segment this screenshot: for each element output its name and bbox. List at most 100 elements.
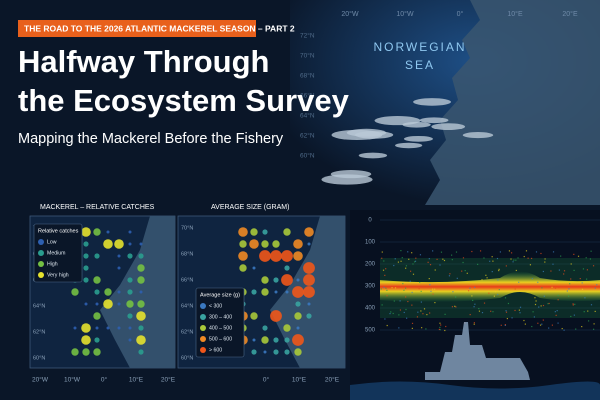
lon-label: 10°E bbox=[507, 10, 523, 18]
echo-speck bbox=[519, 312, 521, 314]
lat-label: 62°N bbox=[33, 329, 45, 335]
lat-label: 64°N bbox=[300, 112, 315, 120]
echo-speck bbox=[450, 254, 453, 256]
map-dot bbox=[138, 349, 144, 355]
echo-speck bbox=[524, 323, 526, 325]
sea-label: NORWEGIAN bbox=[373, 40, 466, 54]
panel-title: AVERAGE SIZE (GRAM) bbox=[211, 204, 289, 211]
map-dot bbox=[304, 227, 314, 237]
map-dot bbox=[82, 348, 90, 356]
legend-label: < 300 bbox=[209, 303, 222, 309]
fish bbox=[358, 152, 388, 159]
echo-speck bbox=[557, 294, 559, 297]
echo-speck bbox=[426, 313, 428, 316]
echo-speck bbox=[418, 288, 420, 290]
echo-speck bbox=[414, 261, 416, 263]
fish bbox=[346, 128, 387, 137]
echo-speck bbox=[429, 284, 431, 286]
echo-speck bbox=[558, 269, 560, 271]
depth-label: 400 bbox=[365, 306, 376, 312]
map-dot bbox=[294, 312, 302, 320]
echo-speck bbox=[402, 283, 404, 285]
map-dot bbox=[93, 348, 101, 356]
echo-speck bbox=[384, 274, 386, 276]
echo-speck bbox=[575, 328, 577, 330]
echo-speck bbox=[497, 279, 499, 281]
echo-speck bbox=[581, 282, 583, 284]
echo-speck bbox=[581, 325, 583, 328]
map-dot bbox=[84, 302, 88, 306]
legend-box bbox=[33, 223, 83, 283]
map-dot bbox=[292, 286, 304, 298]
fish bbox=[321, 174, 373, 185]
map-dot bbox=[250, 228, 258, 236]
map-dot bbox=[296, 326, 300, 330]
map-dot bbox=[252, 338, 256, 342]
fish bbox=[403, 135, 433, 142]
map-dot bbox=[114, 239, 124, 249]
echo-speck bbox=[510, 258, 512, 260]
echo-speck bbox=[421, 327, 423, 329]
echo-speck bbox=[473, 322, 475, 324]
echo-speck bbox=[439, 326, 441, 329]
echo-speck bbox=[511, 317, 513, 319]
depth-label: 500 bbox=[365, 328, 376, 334]
map-dot bbox=[117, 254, 121, 258]
map-dot bbox=[127, 277, 133, 283]
echo-speck bbox=[593, 328, 595, 330]
echo-speck bbox=[469, 287, 471, 289]
lat-label: 62°N bbox=[181, 329, 193, 335]
map-dot bbox=[127, 289, 133, 295]
echo-speck bbox=[394, 258, 396, 260]
echo-speck bbox=[413, 290, 415, 292]
echo-speck bbox=[381, 251, 383, 253]
echo-speck bbox=[569, 283, 571, 285]
map-dot bbox=[106, 326, 110, 330]
echo-speck bbox=[485, 274, 487, 276]
map-dot bbox=[104, 288, 112, 296]
echo-speck bbox=[574, 303, 576, 305]
echo-speck bbox=[523, 255, 525, 258]
echo-speck bbox=[500, 324, 502, 326]
legend-label: 500 – 600 bbox=[209, 336, 232, 342]
map-dot bbox=[128, 326, 132, 330]
echo-speck bbox=[505, 265, 507, 267]
echo-speck bbox=[462, 257, 465, 259]
echo-speck bbox=[474, 286, 476, 289]
echo-speck bbox=[406, 317, 408, 319]
echo-speck bbox=[405, 308, 407, 311]
echo-speck bbox=[461, 270, 463, 272]
lon-label: 20°W bbox=[341, 10, 359, 18]
echo-speck bbox=[451, 259, 453, 261]
echo-speck bbox=[593, 323, 595, 325]
lon-label: 10°W bbox=[396, 10, 414, 18]
echo-speck bbox=[423, 308, 426, 310]
echo-speck bbox=[472, 299, 474, 301]
echo-speck bbox=[552, 263, 554, 265]
map-dot bbox=[136, 335, 146, 345]
map-dot bbox=[117, 326, 121, 330]
lat-label: 70°N bbox=[300, 52, 315, 60]
echo-speck bbox=[583, 311, 585, 313]
echo-speck bbox=[523, 319, 525, 322]
map-dot bbox=[117, 302, 121, 306]
echo-speck bbox=[586, 269, 589, 271]
echo-speck bbox=[471, 250, 473, 253]
echo-speck bbox=[478, 310, 481, 312]
legend-swatch bbox=[38, 239, 44, 245]
echo-speck bbox=[581, 288, 584, 290]
echo-speck bbox=[405, 296, 407, 298]
map-dot bbox=[117, 266, 121, 270]
echo-speck bbox=[451, 290, 453, 293]
echo-speck bbox=[442, 258, 444, 260]
echo-speck bbox=[392, 312, 394, 315]
echo-speck bbox=[412, 263, 414, 265]
map-dot bbox=[128, 242, 132, 246]
echo-speck bbox=[529, 264, 532, 266]
echo-speck bbox=[584, 297, 586, 299]
depth-label: 200 bbox=[365, 262, 376, 268]
map-dot bbox=[238, 251, 248, 261]
echo-speck bbox=[548, 302, 550, 305]
echo-speck bbox=[493, 295, 495, 297]
legend-swatch bbox=[38, 261, 44, 267]
